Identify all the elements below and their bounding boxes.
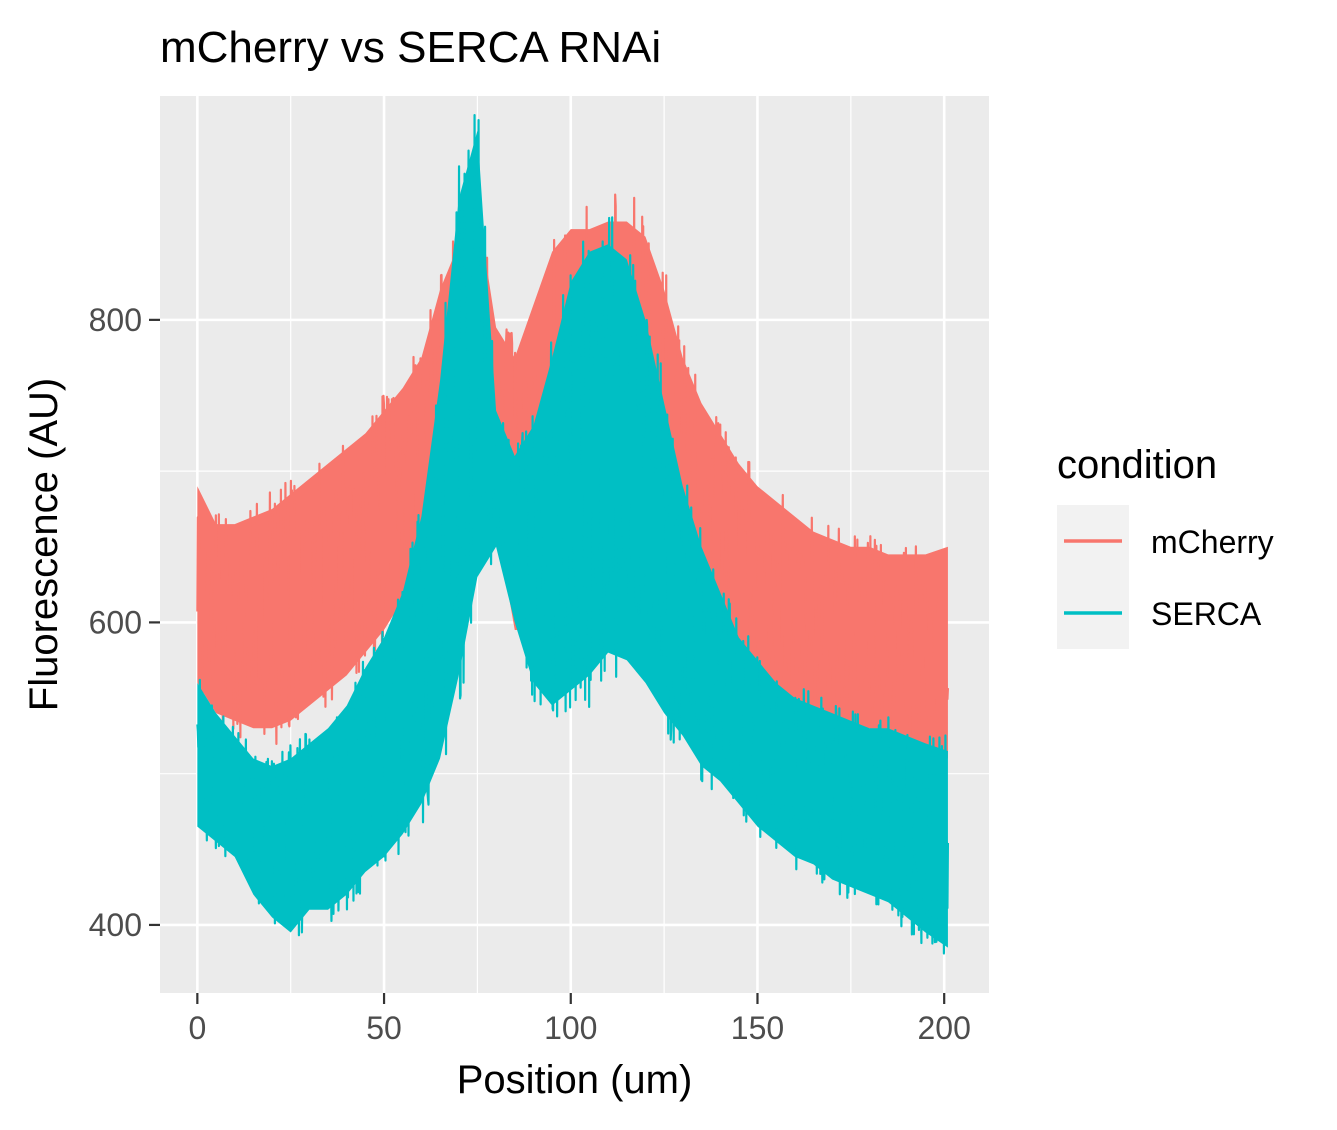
x-tick-label-0: 0 [188, 1010, 206, 1046]
x-axis: 0 50 100 150 200 [188, 993, 971, 1046]
x-tick-label-50: 50 [366, 1010, 402, 1046]
legend-title: condition [1057, 443, 1217, 487]
y-axis-label: Fluorescence (AU) [22, 378, 66, 711]
legend: condition mCherry SERCA [1057, 443, 1274, 649]
legend-label-mCherry: mCherry [1151, 524, 1274, 560]
y-tick-label-600: 600 [89, 604, 142, 640]
series-SERCA [196, 113, 950, 955]
chart-title: mCherry vs SERCA RNAi [160, 23, 661, 72]
series-line-SERCA [196, 113, 950, 955]
x-axis-label: Position (um) [457, 1058, 693, 1102]
y-axis: 400 600 800 [89, 302, 160, 943]
x-tick-label-200: 200 [917, 1010, 970, 1046]
legend-item-SERCA: SERCA [1057, 577, 1262, 649]
series-layer [196, 113, 950, 955]
legend-item-mCherry: mCherry [1057, 505, 1274, 577]
legend-label-SERCA: SERCA [1151, 596, 1262, 632]
y-tick-label-400: 400 [89, 907, 142, 943]
x-tick-label-150: 150 [731, 1010, 784, 1046]
x-tick-label-100: 100 [544, 1010, 597, 1046]
y-tick-label-800: 800 [89, 302, 142, 338]
legend-keys: mCherry SERCA [1057, 505, 1274, 649]
plot-area [196, 113, 950, 955]
